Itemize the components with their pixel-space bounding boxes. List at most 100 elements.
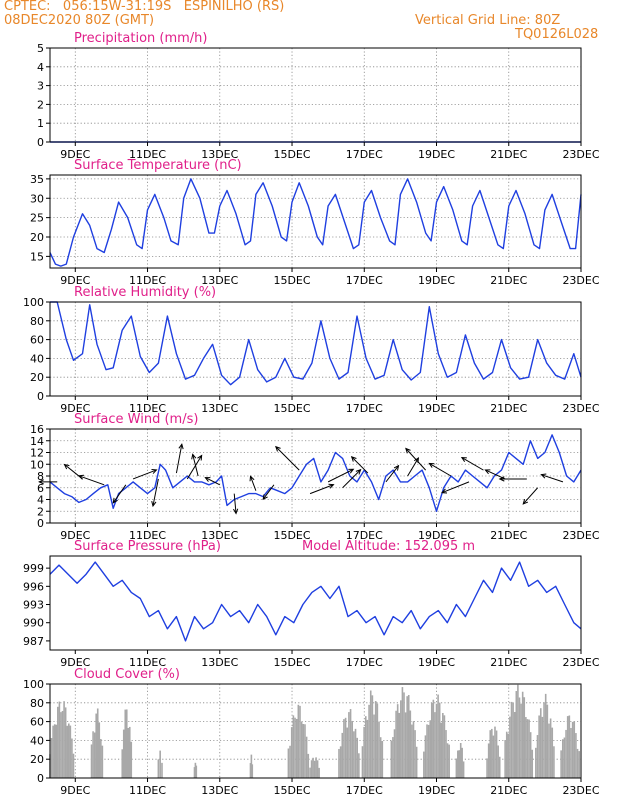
cloud-bar xyxy=(406,696,408,778)
series-line xyxy=(49,434,582,512)
cloud-bar xyxy=(302,724,305,778)
x-tick-label: 19DEC xyxy=(418,529,455,542)
cloud-bar xyxy=(366,719,369,778)
series-line xyxy=(50,301,582,386)
cloud-bar xyxy=(551,727,554,778)
x-tick-label: 11DEC xyxy=(129,274,166,287)
wind-vector xyxy=(440,481,470,494)
cloud-bar xyxy=(412,721,415,778)
cloud-bar xyxy=(98,722,101,778)
wind-vector-head xyxy=(275,445,281,452)
wind-vector-shaft xyxy=(342,469,361,489)
cloud-bar xyxy=(411,724,413,778)
wind-vector-head xyxy=(498,476,505,482)
cloud-bar xyxy=(124,709,127,778)
x-tick-label: 23DEC xyxy=(562,274,599,287)
cloud-bar xyxy=(549,718,552,778)
cloud-bar xyxy=(415,746,418,778)
panel-title: Precipitation (mm/h) xyxy=(74,31,207,46)
cloud-bar-group xyxy=(486,726,501,778)
y-tick-label: 2 xyxy=(37,98,44,111)
cloud-bar xyxy=(121,749,124,778)
cloud-bar xyxy=(64,707,67,778)
cloud-bar xyxy=(396,704,399,778)
wind-vector xyxy=(249,475,257,491)
cloud-bar xyxy=(523,697,526,778)
cloud-bar xyxy=(61,710,64,778)
x-tick-label: 11DEC xyxy=(129,402,166,415)
cloud-bar xyxy=(161,762,163,778)
wind-vector-shaft xyxy=(541,474,564,483)
cloud-bar xyxy=(528,719,530,778)
cloud-bar xyxy=(510,701,513,778)
wind-vector-head xyxy=(204,477,211,482)
wind-vector-head xyxy=(393,464,400,471)
cloud-bar xyxy=(57,706,59,778)
x-tick-label: 13DEC xyxy=(201,529,238,542)
cloud-bar xyxy=(398,712,401,778)
header-line2: 08DEC2020 80Z (GMT) xyxy=(4,13,155,28)
cloud-bar xyxy=(409,710,412,778)
cloud-bar xyxy=(440,722,443,778)
cloud-bar xyxy=(95,713,97,778)
cloud-bar xyxy=(379,737,382,778)
cloud-bar xyxy=(531,749,534,778)
cloud-bar-group xyxy=(287,704,310,778)
cloud-bar xyxy=(505,731,508,778)
x-tick-label: 23DEC xyxy=(562,656,599,669)
cloud-bar xyxy=(289,745,291,778)
y-tick-label: 25 xyxy=(30,212,44,225)
panel-title: Cloud Cover (%) xyxy=(74,667,180,682)
model-altitude-label: Model Altitude: 152.095 m xyxy=(302,539,475,554)
cloud-bar xyxy=(565,729,567,778)
x-tick-label: 9DEC xyxy=(60,529,90,542)
wind-vector-head xyxy=(38,479,44,485)
wind-vector xyxy=(262,484,275,501)
wind-vector-shaft xyxy=(309,484,334,495)
cloud-bar xyxy=(69,725,72,778)
wind-vector-head xyxy=(151,469,158,474)
x-tick-label: 15DEC xyxy=(273,148,310,161)
wind-vector-shaft xyxy=(250,476,257,491)
y-tick-label: 60 xyxy=(30,334,44,347)
wind-vector-shaft xyxy=(275,446,300,471)
cloud-bar xyxy=(459,743,462,778)
wind-vector-head xyxy=(191,453,197,460)
cloud-bar xyxy=(400,700,402,778)
cloud-bar-group xyxy=(309,757,320,778)
series-line xyxy=(49,561,582,642)
cloud-bar xyxy=(543,702,545,778)
cloud-bar xyxy=(341,732,344,778)
wind-vector-shaft xyxy=(78,475,105,486)
x-tick-label: 9DEC xyxy=(60,148,90,161)
cloud-bar xyxy=(290,727,293,778)
cloud-bar xyxy=(130,741,133,778)
cloud-bar xyxy=(313,760,316,778)
y-tick-label: 0 xyxy=(37,136,44,149)
x-tick-label: 21DEC xyxy=(490,656,527,669)
cloud-bar xyxy=(292,715,295,778)
x-tick-label: 17DEC xyxy=(346,784,383,797)
cloud-bar xyxy=(546,704,549,778)
y-tick-label: 4 xyxy=(37,494,44,507)
cloud-bar xyxy=(304,724,306,778)
cloud-bar-group xyxy=(535,693,555,778)
wind-vector-head xyxy=(428,462,435,468)
wind-vector-head xyxy=(178,443,184,450)
wind-vector-shaft xyxy=(351,456,369,474)
cloud-bar xyxy=(93,732,96,778)
cloud-bar xyxy=(578,751,580,778)
x-tick-label: 19DEC xyxy=(418,784,455,797)
cloud-bar xyxy=(194,762,197,778)
x-tick-label: 15DEC xyxy=(273,274,310,287)
cloud-bar xyxy=(544,693,547,778)
cloud-bar xyxy=(358,753,360,778)
y-tick-label: 30 xyxy=(30,192,44,205)
wind-vector xyxy=(191,453,199,477)
cloud-bar xyxy=(344,717,347,778)
cloud-bar xyxy=(316,760,319,778)
cloud-bar xyxy=(390,740,393,778)
wind-vector-head xyxy=(460,456,467,462)
cloud-bar xyxy=(538,715,540,778)
x-tick-label: 21DEC xyxy=(490,784,527,797)
